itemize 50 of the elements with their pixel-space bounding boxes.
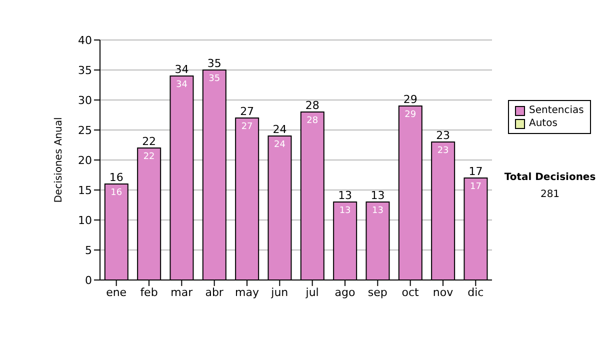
x-tick-label: jun bbox=[270, 286, 288, 299]
total-label: 35 bbox=[207, 57, 222, 70]
x-tick-label: ene bbox=[106, 286, 127, 299]
data-label: 35 bbox=[208, 74, 220, 84]
y-tick-label: 35 bbox=[78, 64, 92, 77]
y-tick-label: 15 bbox=[78, 184, 92, 197]
total-label: 34 bbox=[174, 63, 189, 76]
text: 281 bbox=[539, 189, 561, 200]
x-tick-label: mar bbox=[170, 286, 194, 299]
total-label: 23 bbox=[436, 129, 450, 142]
x-tick-label: may bbox=[235, 286, 260, 299]
data-label: 13 bbox=[372, 206, 384, 216]
y-tick-label: 20 bbox=[78, 154, 92, 167]
total-label: 17 bbox=[468, 165, 483, 178]
x-tick-label: oct bbox=[402, 286, 420, 299]
data-label: 28 bbox=[306, 116, 318, 126]
data-label: 22 bbox=[143, 152, 155, 162]
y-tick-label: 40 bbox=[78, 34, 92, 47]
x-tick-label: jul bbox=[304, 286, 319, 299]
y-axis-title: Decisiones Anual bbox=[54, 117, 65, 203]
data-label: 34 bbox=[176, 80, 188, 90]
data-label: 13 bbox=[339, 206, 351, 216]
legend-label: Sentencias bbox=[529, 104, 584, 117]
y-tick-label: 0 bbox=[85, 274, 92, 287]
data-label: 29 bbox=[404, 110, 416, 120]
total-label: 28 bbox=[305, 99, 320, 112]
legend-label: Autos bbox=[529, 117, 558, 130]
data-label: 24 bbox=[274, 140, 286, 150]
total-label: 22 bbox=[142, 135, 156, 148]
x-tick-label: abr bbox=[205, 286, 224, 299]
data-label: 16 bbox=[110, 188, 122, 198]
total-label: 13 bbox=[338, 189, 352, 202]
total-label: 13 bbox=[370, 189, 385, 202]
x-tick-label: ago bbox=[334, 286, 356, 299]
total-label: 29 bbox=[403, 93, 418, 106]
total-label: 24 bbox=[272, 123, 287, 136]
total-label: 16 bbox=[109, 171, 124, 184]
x-tick-label: nov bbox=[432, 286, 454, 299]
total-label: 27 bbox=[240, 105, 254, 118]
y-tick-label: 5 bbox=[85, 244, 92, 257]
y-tick-label: 25 bbox=[78, 124, 92, 137]
data-label: 27 bbox=[241, 122, 253, 132]
x-tick-label: dic bbox=[468, 286, 484, 299]
y-tick-label: 30 bbox=[78, 94, 92, 107]
text: Total Decisiones bbox=[503, 172, 597, 183]
y-tick-label: 10 bbox=[78, 214, 92, 227]
data-label: 17 bbox=[470, 182, 482, 192]
x-tick-label: feb bbox=[140, 286, 158, 299]
x-tick-label: sep bbox=[368, 286, 388, 299]
data-label: 23 bbox=[437, 146, 449, 156]
